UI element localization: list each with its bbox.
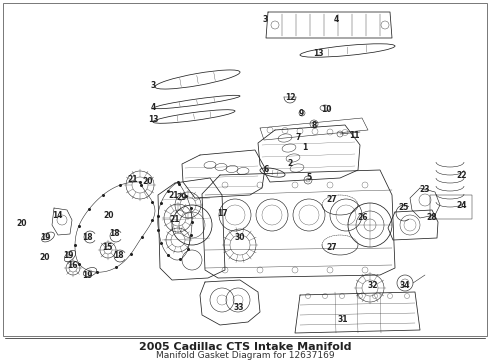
Text: 20: 20 [40,252,50,261]
Text: 1: 1 [302,144,308,153]
Text: 8: 8 [311,122,317,130]
Text: 32: 32 [368,282,378,291]
Text: 22: 22 [457,171,467,180]
Text: 33: 33 [234,303,244,312]
Text: 3: 3 [262,15,268,24]
Text: 6: 6 [264,166,269,175]
Text: 4: 4 [333,15,339,24]
Text: 13: 13 [148,116,158,125]
Text: 2005 Cadillac CTS Intake Manifold: 2005 Cadillac CTS Intake Manifold [139,342,351,352]
Text: 29: 29 [177,193,187,202]
Text: Manifold Gasket Diagram for 12637169: Manifold Gasket Diagram for 12637169 [156,351,334,360]
Text: 24: 24 [457,201,467,210]
Text: 9: 9 [298,109,304,118]
Text: 11: 11 [349,130,359,139]
Text: 4: 4 [150,104,156,112]
Text: 18: 18 [82,234,92,243]
Text: 19: 19 [40,234,50,243]
Text: 21: 21 [170,216,180,225]
Text: 2: 2 [287,158,293,167]
Text: 7: 7 [295,132,301,141]
Text: 13: 13 [313,49,323,58]
Text: 34: 34 [400,280,410,289]
Text: 25: 25 [399,202,409,211]
Text: 12: 12 [285,93,295,102]
Bar [430,195,472,219]
Text: 15: 15 [102,243,112,252]
Text: 30: 30 [235,234,245,243]
Text: 21: 21 [128,175,138,184]
Text: 23: 23 [420,185,430,194]
Text: 20: 20 [143,177,153,186]
Text: 20: 20 [104,211,114,220]
Text: 27: 27 [327,243,337,252]
Text: 21: 21 [169,190,179,199]
Text: 19: 19 [82,270,92,279]
Text: 5: 5 [306,174,312,183]
Text: 18: 18 [109,230,119,238]
Text: 16: 16 [67,261,77,270]
Text: 3: 3 [150,81,156,90]
Text: 19: 19 [63,251,73,260]
Text: 20: 20 [17,220,27,229]
Text: 28: 28 [427,213,437,222]
Text: 31: 31 [338,315,348,324]
Text: 18: 18 [113,251,123,260]
Text: 10: 10 [321,104,331,113]
Text: 17: 17 [217,210,227,219]
Text: 26: 26 [358,213,368,222]
Text: 14: 14 [52,211,62,220]
Text: 27: 27 [327,195,337,204]
